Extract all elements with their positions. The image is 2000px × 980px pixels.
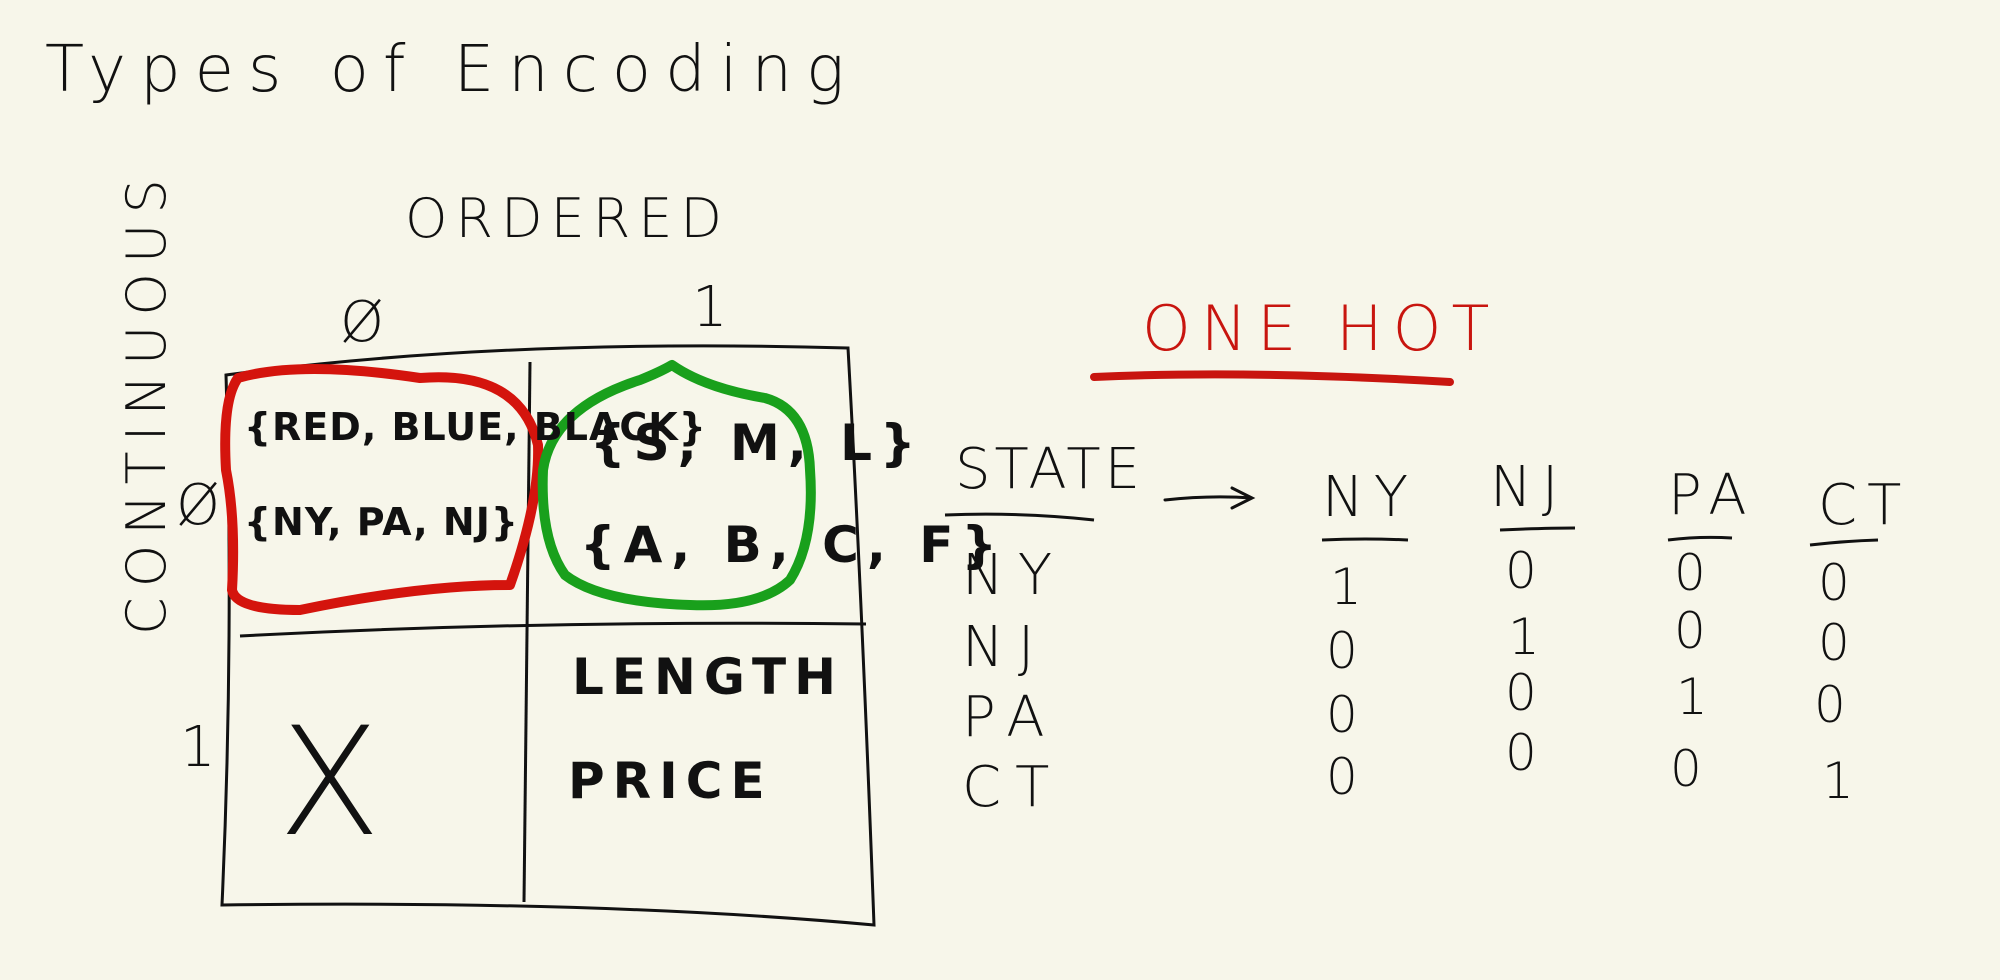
col-underline-ct (1809, 538, 1879, 547)
ordered-value-0: Ø (340, 290, 391, 355)
one-hot-title: ONE HOT (1142, 292, 1500, 365)
cell-ct-pa: 0 (1814, 676, 1852, 734)
ordered-axis-label: ORDERED (405, 187, 730, 250)
state-row-nj: NJ (962, 615, 1049, 680)
cell-10-x-mark: X (278, 696, 387, 870)
col-header-pa: PA (1668, 463, 1757, 528)
grid-outer-border (220, 344, 876, 927)
arrow-icon (1163, 486, 1256, 510)
cell-pa-pa: 1 (1676, 668, 1714, 726)
ordered-value-1: 1 (692, 275, 734, 340)
green-highlight-loop (537, 360, 816, 611)
col-underline-pa (1667, 535, 1733, 542)
cell-01-line-2: {A, B, C, F} (580, 516, 1005, 574)
continuous-value-1: 1 (180, 715, 222, 780)
cell-ct-ct: 1 (1822, 752, 1860, 810)
col-underline-ny (1321, 537, 1409, 542)
cell-nj-ct: 0 (1505, 724, 1543, 782)
cell-nj-pa: 0 (1505, 664, 1543, 722)
continuous-value-0: Ø (176, 473, 227, 538)
state-header: STATE (955, 437, 1144, 502)
cell-01-line-1: {S, M, L} (590, 414, 924, 472)
cell-ny-ct: 0 (1326, 748, 1364, 806)
cell-11-line-2: PRICE (568, 752, 773, 810)
state-row-pa: PA (962, 685, 1059, 750)
cell-00-line-2: {NY, PA, NJ} (244, 500, 519, 544)
col-header-nj: NJ (1490, 455, 1569, 520)
cell-11-line-1: LENGTH (572, 648, 844, 706)
cell-ny-nj: 0 (1326, 622, 1364, 680)
state-header-underline (944, 512, 1095, 522)
cell-ny-ny: 1 (1330, 558, 1368, 616)
cell-ct-nj: 0 (1818, 614, 1856, 672)
cell-nj-nj: 1 (1508, 608, 1546, 666)
col-header-ny: NY (1322, 465, 1419, 530)
cell-pa-nj: 0 (1674, 602, 1712, 660)
cell-ny-pa: 0 (1326, 686, 1364, 744)
state-row-ct: CT (962, 755, 1064, 820)
col-header-ct: CT (1818, 473, 1912, 538)
grid-vertical-divider (522, 361, 532, 903)
page-title: Types of Encoding (45, 33, 859, 107)
cell-nj-ny: 0 (1505, 542, 1543, 600)
cell-pa-ct: 0 (1670, 740, 1708, 798)
state-row-ny: NY (962, 543, 1067, 608)
cell-pa-ny: 0 (1674, 544, 1712, 602)
grid-horizontal-divider (239, 621, 867, 638)
col-underline-nj (1499, 526, 1576, 532)
red-highlight-loop (220, 364, 544, 615)
cell-00-line-1: {RED, BLUE, BLACK} (244, 405, 707, 449)
cell-ct-ny: 0 (1818, 554, 1856, 612)
one-hot-underline (1090, 370, 1454, 386)
